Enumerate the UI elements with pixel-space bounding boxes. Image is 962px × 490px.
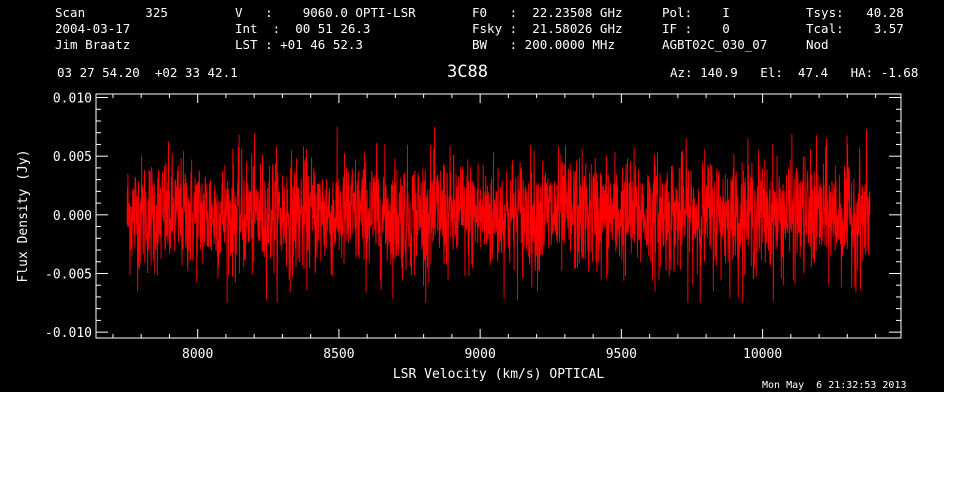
x-tick-label: 8500 bbox=[323, 347, 354, 362]
x-tick-label: 9500 bbox=[606, 347, 637, 362]
scan-number: Scan 325 bbox=[55, 5, 168, 20]
y-tick-label: -0.005 bbox=[45, 267, 92, 282]
source-name: 3C88 bbox=[447, 62, 488, 82]
y-tick-label: 0.010 bbox=[53, 92, 92, 107]
rest-frequency: F0 : 22.23508 GHz bbox=[472, 5, 623, 20]
x-tick-label: 10000 bbox=[743, 347, 782, 362]
polarization: Pol: I bbox=[662, 5, 730, 20]
x-axis-label: LSR Velocity (km/s) OPTICAL bbox=[393, 367, 604, 382]
velocity-info: V : 9060.0 OPTI-LSR bbox=[235, 5, 416, 20]
y-tick-label: 0.005 bbox=[53, 150, 92, 165]
spectrum-trace bbox=[126, 126, 871, 303]
spectrum-chart: 8000 8500 9000 9500 10000 -0.010 -0.005 0.000 0.… bbox=[16, 92, 902, 382]
y-tick-label: -0.010 bbox=[45, 326, 92, 341]
project-id: AGBT02C_030_07 bbox=[662, 37, 768, 52]
spectrum-plot-panel: Scan 325 2004-03-17 Jim Braatz V : 9060.… bbox=[0, 0, 944, 392]
y-axis-label: Flux Density (Jy) bbox=[16, 149, 31, 282]
observer-name: Jim Braatz bbox=[55, 37, 131, 52]
plot-timestamp: Mon May 6 21:32:53 2013 bbox=[762, 380, 907, 391]
system-temperature: Tsys: 40.28 bbox=[806, 5, 904, 20]
plot-frame bbox=[95, 93, 902, 339]
if-number: IF : 0 bbox=[662, 21, 730, 36]
y-tick-label: 0.000 bbox=[53, 209, 92, 224]
azimuth-elevation-hourangle: Az: 140.9 El: 47.4 HA: -1.68 bbox=[670, 65, 919, 80]
source-coordinates: 03 27 54.20 +02 33 42.1 bbox=[57, 65, 238, 80]
cal-temperature: Tcal: 3.57 bbox=[806, 21, 904, 36]
integration-time: Int : 00 51 26.3 bbox=[235, 21, 371, 36]
lst-info: LST : +01 46 52.3 bbox=[235, 37, 363, 52]
x-tick-label: 9000 bbox=[464, 347, 495, 362]
observation-date: 2004-03-17 bbox=[55, 21, 131, 36]
bandwidth: BW : 200.0000 MHz bbox=[472, 37, 615, 52]
sky-frequency: Fsky : 21.58026 GHz bbox=[472, 21, 623, 36]
observing-mode: Nod bbox=[806, 37, 829, 52]
x-tick-label: 8000 bbox=[182, 347, 213, 362]
